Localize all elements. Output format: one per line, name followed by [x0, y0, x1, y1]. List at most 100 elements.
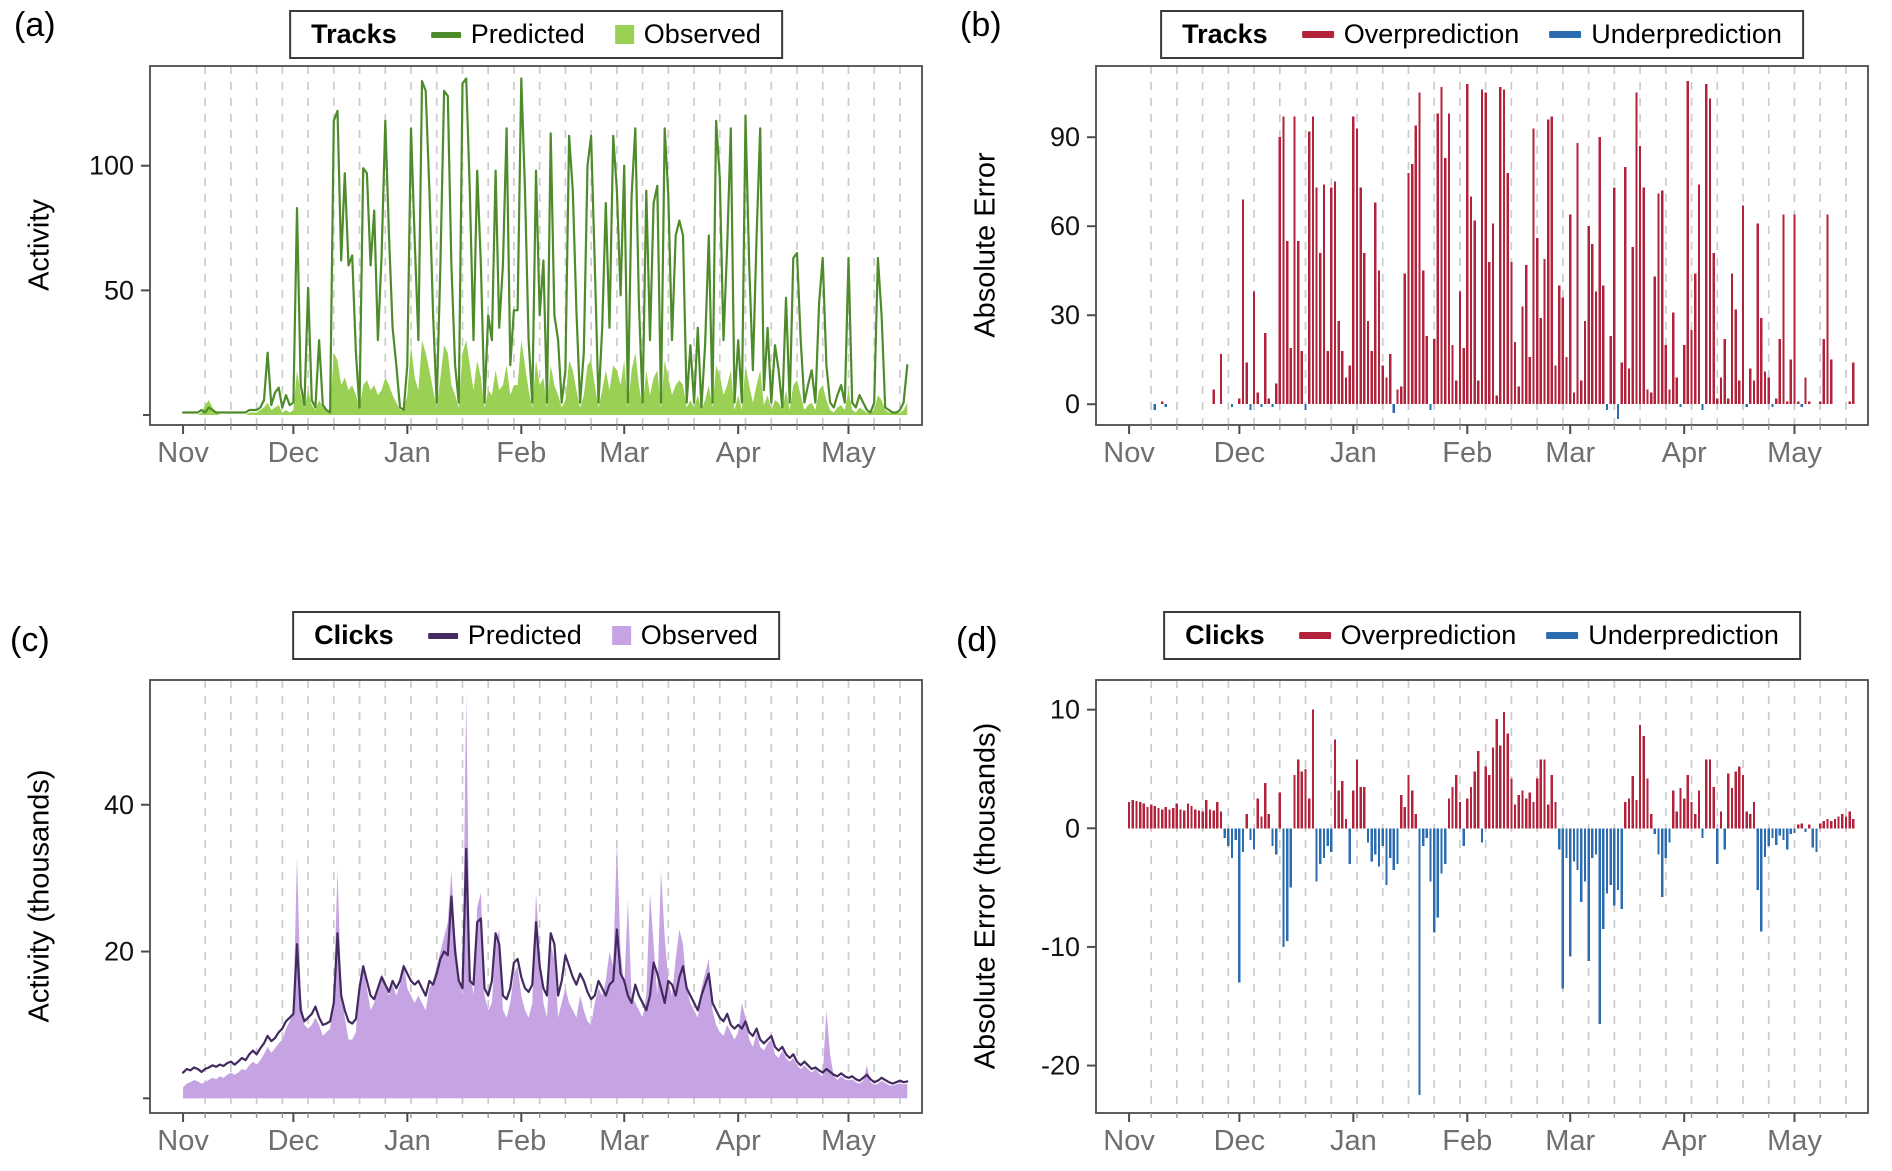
overprediction-bar	[1517, 386, 1520, 405]
overprediction-bar	[1488, 261, 1491, 405]
overprediction-bar	[1554, 365, 1557, 405]
observed-area	[183, 340, 908, 416]
overprediction-bar	[1238, 398, 1241, 405]
overprediction-bar	[1705, 83, 1708, 405]
overprediction-bar	[1804, 377, 1807, 405]
overprediction-bar	[1263, 333, 1267, 405]
overprediction-bar	[1506, 733, 1509, 829]
legend-label-predicted: Predicted	[470, 19, 585, 49]
overprediction-bar	[1403, 273, 1406, 405]
overprediction-bar	[1436, 113, 1440, 405]
underprediction-bar	[1388, 828, 1392, 858]
overprediction-bar	[1528, 356, 1531, 405]
overprediction-bar	[1833, 818, 1837, 829]
overprediction-bar	[1495, 719, 1498, 829]
overprediction-bar	[1723, 338, 1726, 405]
overprediction-bar	[1822, 338, 1826, 405]
underprediction-bar	[1793, 828, 1796, 834]
overprediction-bar	[1521, 306, 1524, 405]
legend-item-predicted: Predicted	[430, 19, 585, 50]
underprediction-bar	[1377, 828, 1381, 867]
month-label: Jan	[1330, 1125, 1377, 1157]
overprediction-bar	[1293, 116, 1296, 405]
underprediction-bar	[1756, 828, 1759, 890]
underprediction-bar	[1657, 828, 1660, 855]
panel-letter-d: (d)	[956, 621, 998, 659]
overprediction-bar	[1576, 143, 1579, 405]
plot-border	[1095, 679, 1869, 1114]
overprediction-bar	[1407, 172, 1410, 405]
underprediction-bar	[1760, 828, 1763, 932]
overprediction-bar	[1411, 163, 1414, 405]
underprediction-bar	[1565, 828, 1568, 858]
legend-title: Clicks	[1185, 620, 1265, 650]
overprediction-bar	[1841, 814, 1844, 829]
overprediction-bar	[1826, 818, 1829, 829]
overprediction-bar	[1411, 790, 1414, 829]
overprediction-bar	[1594, 291, 1598, 405]
underprediction-bar	[1785, 828, 1789, 850]
overprediction-bar	[1219, 811, 1223, 829]
overprediction-bar	[1653, 276, 1656, 405]
overprediction-bar	[1447, 798, 1451, 829]
overprediction-bar	[1366, 321, 1370, 405]
underprediction-bar	[1653, 828, 1656, 835]
overprediction-bar	[1624, 166, 1627, 405]
overprediction-bar	[1782, 214, 1785, 405]
overprediction-bar	[1675, 377, 1678, 405]
underprediction-bar	[1396, 828, 1399, 864]
month-label: May	[821, 1125, 876, 1157]
overprediction-bar	[1153, 805, 1156, 829]
underprediction-bar	[1605, 828, 1609, 894]
overprediction-bar	[1499, 745, 1502, 829]
overprediction-bar	[1852, 362, 1855, 405]
overprediction-bar	[1455, 380, 1458, 405]
overprediction-bar	[1708, 98, 1712, 405]
overprediction-bar	[1300, 350, 1304, 405]
legend-item-overprediction: Overprediction	[1301, 19, 1519, 50]
y-tick-label: 0	[1065, 389, 1080, 419]
overprediction-bar	[1183, 810, 1186, 829]
overprediction-bar	[1513, 341, 1517, 405]
underprediction-bar	[1602, 828, 1605, 930]
underprediction-swatch-icon	[1549, 31, 1582, 38]
plot-b: 0 30 60 90 Nov Dec Jan Feb Mar Apr May	[1050, 65, 1869, 469]
overprediction-bar	[1535, 238, 1539, 405]
underprediction-bar	[1249, 404, 1252, 411]
panel-letter-c: (c)	[10, 621, 50, 659]
overprediction-bar	[1348, 365, 1351, 405]
overprediction-bar	[1414, 125, 1417, 405]
underprediction-bar	[1811, 828, 1815, 848]
plot-a: 50 100 Nov Dec Jan Feb Mar Apr May	[89, 65, 923, 469]
overprediction-bar	[1138, 802, 1142, 829]
underprediction-bar	[1679, 404, 1682, 408]
overprediction-bar	[1631, 776, 1634, 829]
overprediction-bar	[1778, 338, 1781, 405]
overprediction-bar	[1473, 771, 1476, 829]
overprediction-bar	[1381, 365, 1384, 405]
month-label: Feb	[496, 1125, 546, 1157]
underprediction-bar	[1241, 828, 1245, 853]
overprediction-bar	[1311, 709, 1315, 829]
legend-title: Tracks	[311, 19, 397, 49]
overprediction-bar	[1690, 330, 1693, 405]
overprediction-bar	[1532, 802, 1535, 829]
predicted-line	[182, 847, 909, 1085]
overprediction-bar	[1274, 383, 1278, 405]
overprediction-bar	[1260, 816, 1263, 829]
overprediction-bar	[1205, 799, 1208, 829]
overprediction-bar	[1161, 809, 1164, 829]
overprediction-bar	[1697, 184, 1701, 405]
overprediction-bar	[1142, 803, 1145, 829]
underprediction-bar	[1282, 828, 1285, 947]
overprediction-bar	[1422, 270, 1425, 405]
overprediction-bar	[1293, 774, 1296, 829]
underprediction-bar	[1234, 828, 1237, 841]
overprediction-bar	[1539, 759, 1542, 829]
overprediction-bar	[1344, 818, 1348, 829]
overprediction-bar	[1241, 199, 1245, 405]
overprediction-bar	[1157, 808, 1160, 829]
overprediction-bar	[1458, 802, 1462, 829]
y-tick-label: 40	[104, 790, 134, 820]
month-label: Mar	[1545, 1125, 1595, 1157]
